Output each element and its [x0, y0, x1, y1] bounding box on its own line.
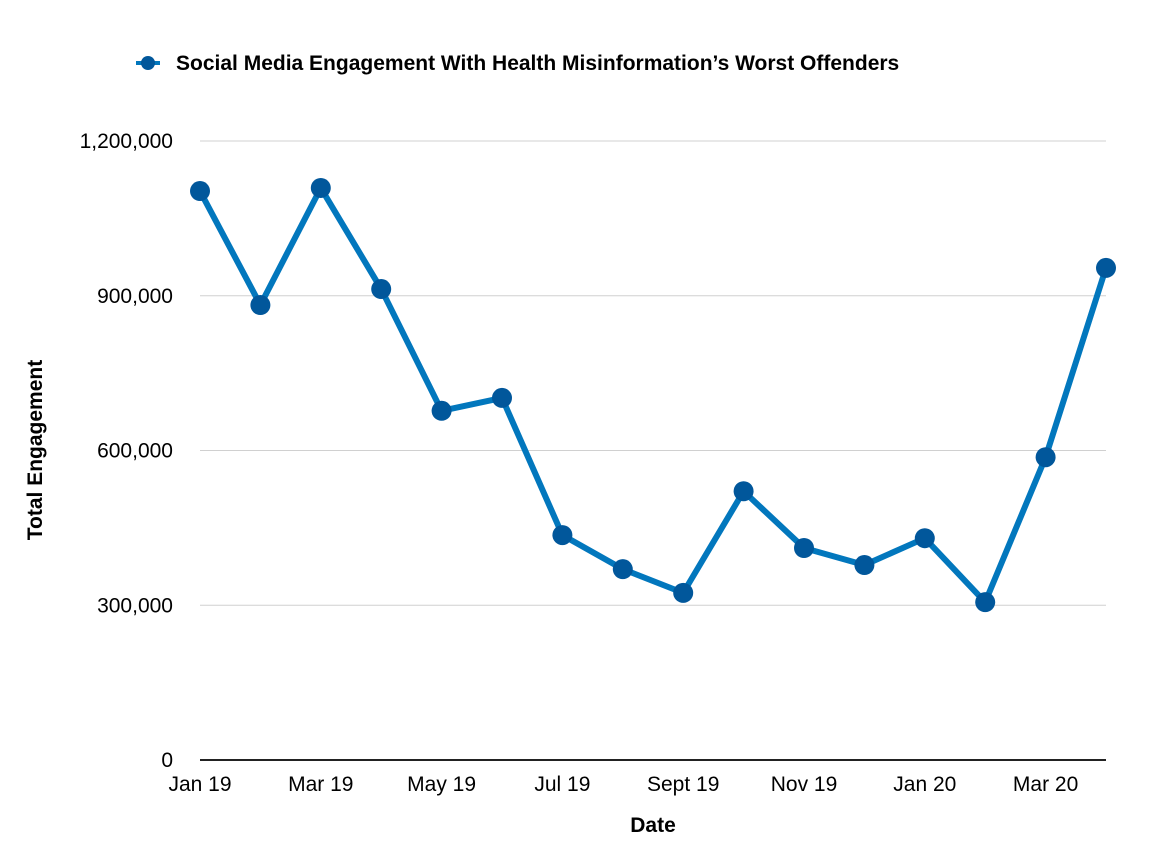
x-axis-ticks: Jan 19 Mar 19 May 19 Jul 19 Sept 19 Nov 19 Jan…	[168, 773, 1078, 796]
x-axis-title: Date	[630, 814, 676, 837]
y-tick-label: 0	[161, 749, 173, 772]
data-point[interactable]	[310, 177, 331, 198]
x-tick-label: Jul 19	[534, 773, 590, 796]
x-tick-label: Nov 19	[771, 773, 838, 796]
data-point[interactable]	[250, 295, 271, 316]
x-tick-label: May 19	[407, 773, 476, 796]
x-tick-label: Jan 20	[893, 773, 956, 796]
y-axis-ticks: 0 300,000 600,000 900,000 1,200,000	[80, 130, 173, 772]
series-line	[197, 184, 1109, 606]
x-tick-label: Mar 19	[288, 773, 353, 796]
data-point[interactable]	[1096, 257, 1116, 278]
data-point[interactable]	[673, 582, 694, 603]
data-point[interactable]	[492, 387, 512, 408]
data-point[interactable]	[914, 528, 935, 549]
data-point[interactable]	[612, 559, 633, 580]
data-point[interactable]	[431, 400, 452, 421]
y-tick-label: 600,000	[97, 440, 173, 463]
legend-marker-swatch	[141, 56, 155, 70]
data-point[interactable]	[794, 537, 814, 558]
data-point[interactable]	[854, 555, 875, 576]
y-tick-label: 900,000	[97, 285, 173, 308]
gridlines	[200, 140, 1106, 606]
data-point[interactable]	[1035, 447, 1056, 468]
x-tick-label: Jan 19	[168, 773, 231, 796]
data-point[interactable]	[190, 181, 210, 202]
y-axis-title: Total Engagement	[24, 360, 47, 540]
data-point[interactable]	[371, 279, 392, 300]
series-group	[190, 177, 1116, 613]
legend: Social Media Engagement With Health Misi…	[136, 52, 899, 75]
legend-label: Social Media Engagement With Health Misi…	[176, 52, 899, 75]
data-point[interactable]	[552, 525, 573, 546]
x-tick-label: Mar 20	[1013, 773, 1078, 796]
y-tick-label: 300,000	[97, 594, 173, 617]
y-tick-label: 1,200,000	[80, 130, 173, 153]
x-tick-label: Sept 19	[647, 773, 719, 796]
data-point[interactable]	[733, 481, 754, 502]
data-point[interactable]	[975, 592, 996, 613]
